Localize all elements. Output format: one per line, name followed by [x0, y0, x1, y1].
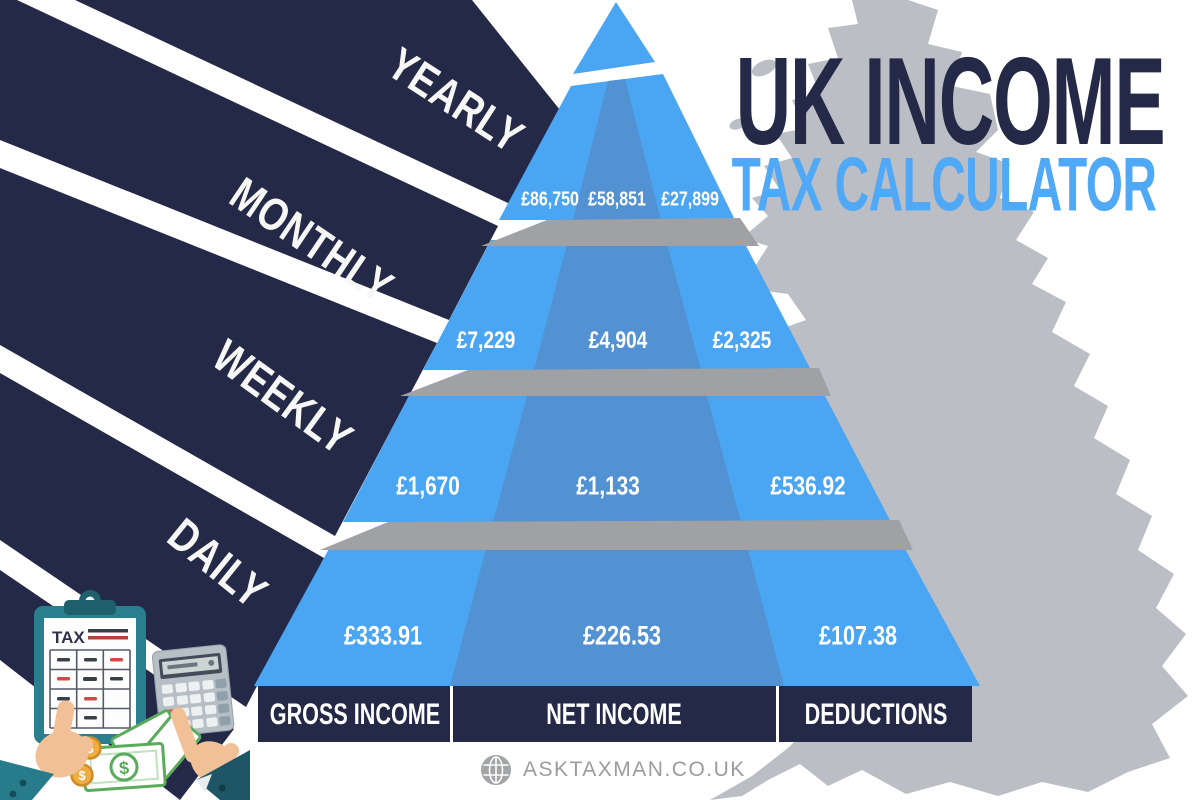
value-daily-net: £226.53: [582, 620, 662, 651]
tax-document-label: TAX: [52, 628, 85, 647]
title-line-2: TAX CALCULATOR: [731, 142, 1157, 228]
column-label-gross: GROSS INCOME: [269, 698, 441, 731]
value-yearly-deductions: £27,899: [661, 188, 719, 211]
tax-table-entries: [57, 658, 123, 720]
inner-column-monthly: [534, 240, 701, 370]
column-label-net: NET INCOME: [546, 698, 682, 731]
inner-column-daily: [450, 545, 784, 686]
value-monthly-deductions: £2,325: [712, 327, 772, 354]
value-yearly-net: £58,851: [588, 188, 646, 211]
value-yearly-gross: £86,750: [521, 188, 579, 211]
column-label-deductions: DEDUCTIONS: [804, 698, 948, 731]
footer: ASKTAXMAN.CO.UK: [480, 754, 746, 786]
inner-column-weekly: [493, 392, 741, 522]
ribbon-monthly-band: [0, 0, 498, 320]
globe-icon: [481, 755, 511, 785]
website-text: ASKTAXMAN.CO.UK: [523, 758, 746, 781]
axis-bar: [258, 685, 972, 742]
title-line-1: UK INCOME: [735, 33, 1166, 171]
hand-right: [170, 707, 250, 800]
value-monthly-gross: £7,229: [456, 327, 516, 354]
pyramid-apex: [573, 2, 655, 74]
value-weekly-net: £1,133: [576, 470, 640, 501]
separator-band-2: [400, 368, 831, 396]
hand-left: [0, 700, 93, 800]
bar-divider-2: [776, 685, 779, 742]
tax-illustration: TAX: [0, 590, 250, 800]
bar-divider-1: [450, 685, 453, 742]
value-daily-gross: £333.91: [343, 620, 423, 651]
tax-table-grid: [49, 649, 131, 729]
clipboard: TAX: [34, 590, 146, 744]
ribbon-daily-band: [0, 373, 324, 707]
separator-band-3: [320, 520, 913, 550]
value-weekly-deductions: £536.92: [770, 470, 846, 501]
value-daily-deductions: £107.38: [818, 620, 898, 651]
ribbon-yearly-band: [75, 0, 560, 204]
bill-dollar-sign: $: [118, 758, 129, 779]
value-monthly-net: £4,904: [588, 327, 648, 354]
ribbon-weekly-band: [0, 168, 437, 536]
pyramid: [254, 2, 980, 686]
value-weekly-gross: £1,670: [396, 470, 460, 501]
separator-band-1: [481, 218, 759, 246]
coin-dollar-sign: $: [78, 768, 86, 783]
inner-column-yearly: [573, 79, 661, 220]
front-bill: $: [81, 741, 167, 793]
